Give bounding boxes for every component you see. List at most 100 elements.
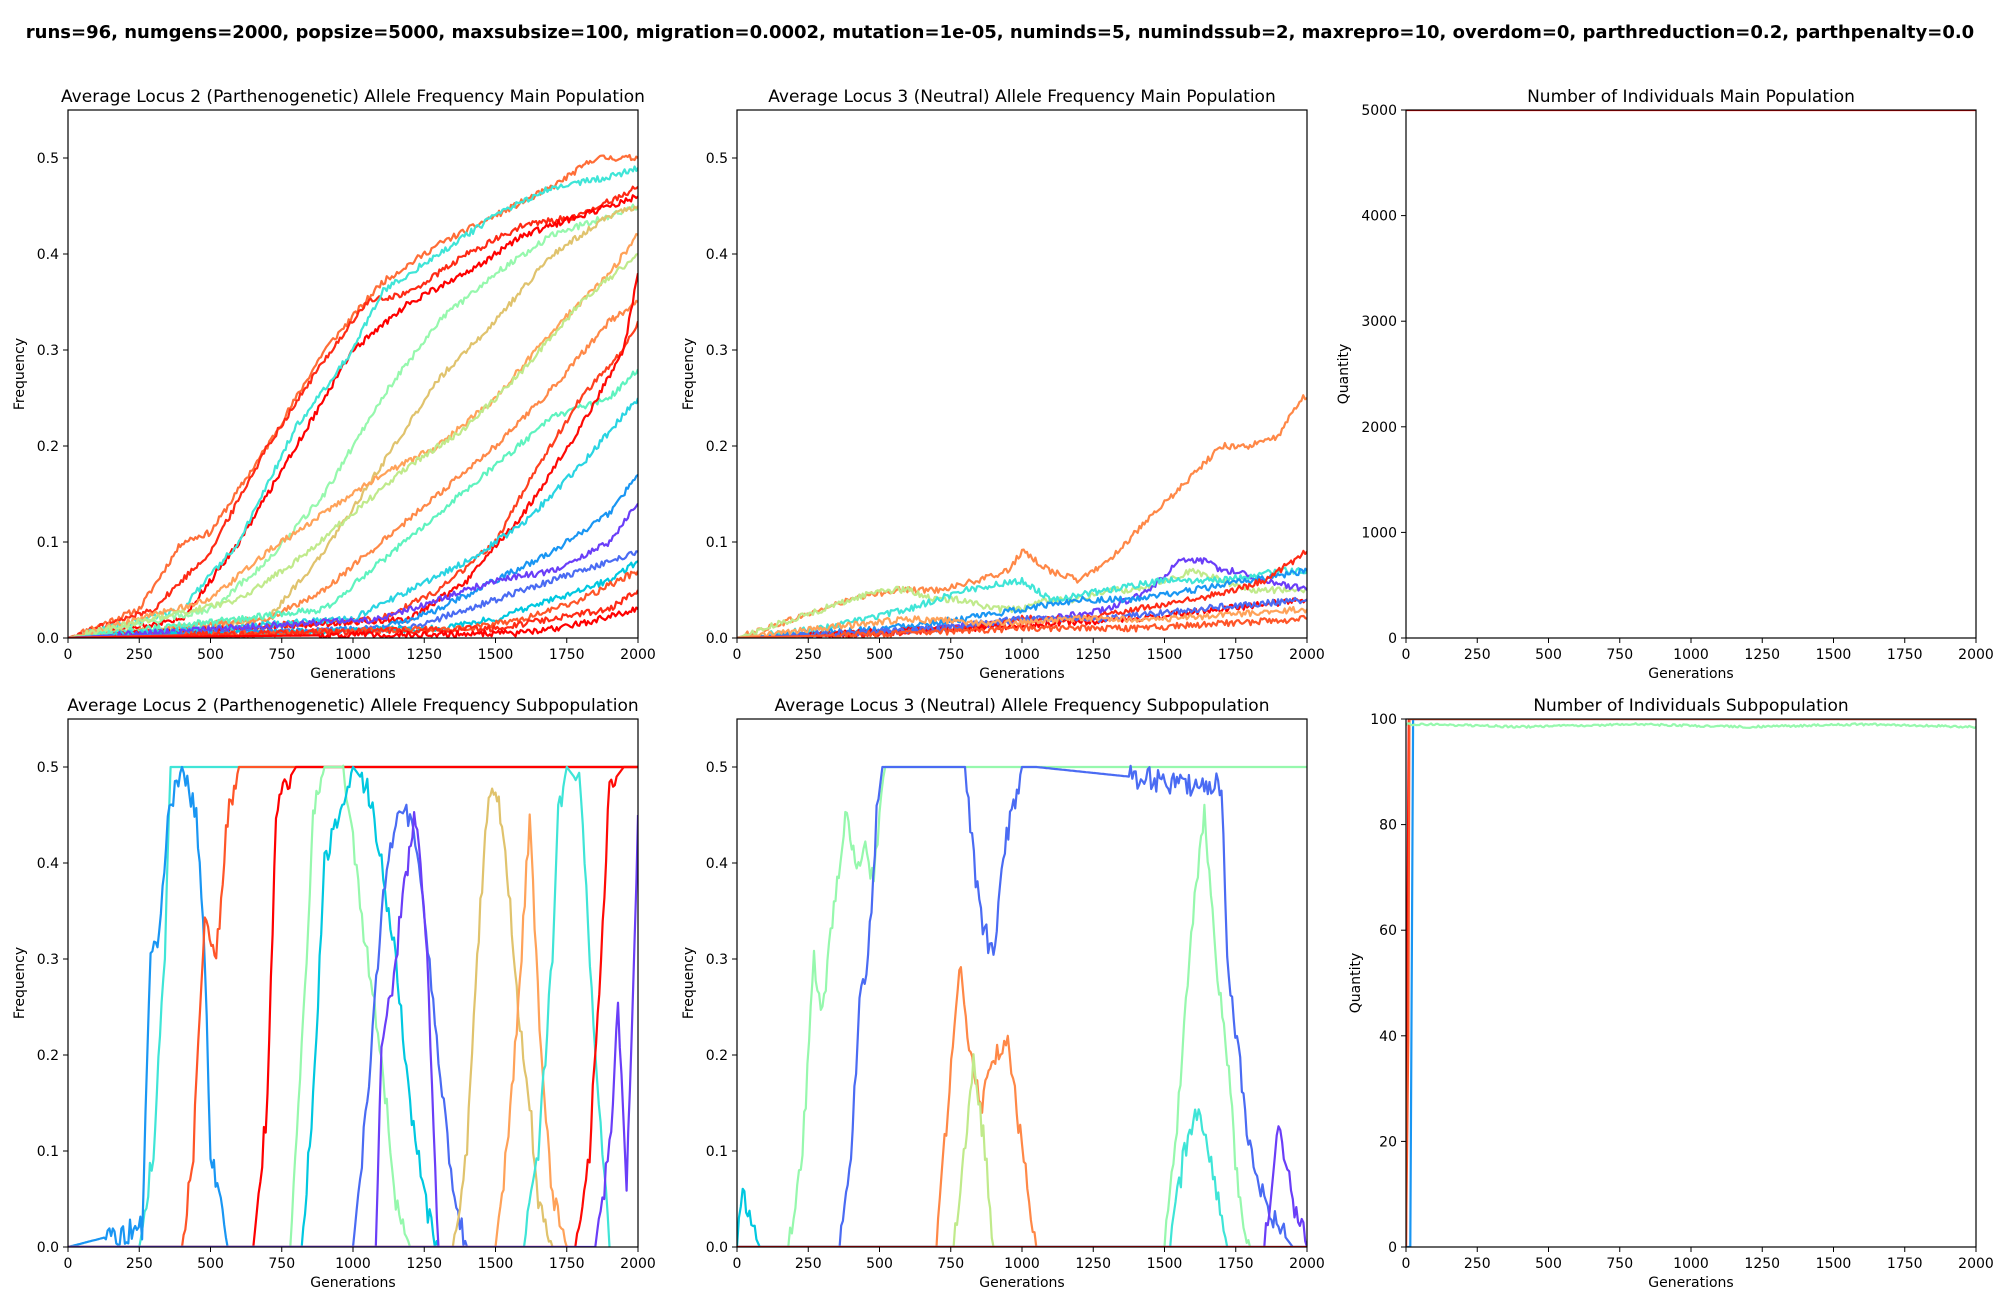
series-line (737, 566, 1307, 638)
x-tick-label: 1750 (549, 1256, 585, 1272)
y-tick-label: 100 (1370, 712, 1397, 728)
y-tick-label: 80 (1379, 818, 1397, 834)
series-line (68, 814, 638, 1247)
series-line (68, 320, 638, 638)
x-tick-label: 2000 (620, 1256, 656, 1272)
series-line (737, 803, 1252, 1247)
chart-panel: 0 250 500 750 1000 1250 1500 1750 2000 0.0 0.1 0.2 0… (12, 87, 656, 682)
y-tick-label: 1000 (1361, 525, 1397, 541)
x-tick-label: 1000 (1004, 647, 1040, 663)
x-tick-label: 250 (1464, 1256, 1491, 1272)
series-group (737, 394, 1307, 638)
chart-title: Average Locus 3 (Neutral) Allele Frequen… (775, 696, 1270, 716)
x-tick-label: 0 (64, 1256, 73, 1272)
y-tick-label: 0.2 (706, 439, 728, 455)
y-tick-label: 0.0 (37, 1240, 59, 1256)
series-line (68, 502, 638, 638)
series-group (68, 153, 638, 638)
series-line (737, 605, 1307, 638)
x-tick-label: 1000 (335, 647, 371, 663)
series-line (68, 252, 638, 638)
x-axis-label: Generations (310, 1275, 395, 1291)
series-group (1406, 719, 1976, 1247)
x-tick-label: 1250 (1075, 1256, 1111, 1272)
y-tick-label: 40 (1379, 1029, 1397, 1045)
x-tick-label: 2000 (1289, 647, 1325, 663)
x-tick-label: 1750 (1218, 647, 1254, 663)
series-line (1406, 719, 1976, 1247)
x-tick-label: 500 (866, 647, 893, 663)
chart-title: Average Locus 2 (Parthenogenetic) Allele… (61, 87, 645, 107)
x-tick-label: 500 (1535, 647, 1562, 663)
x-axis-label: Generations (979, 1275, 1064, 1291)
series-line (1406, 719, 1976, 1247)
series-line (1406, 719, 1976, 1247)
x-tick-label: 0 (733, 1256, 742, 1272)
x-tick-label: 500 (866, 1256, 893, 1272)
x-tick-label: 250 (126, 1256, 153, 1272)
x-tick-label: 500 (197, 1256, 224, 1272)
y-axis-label: Frequency (681, 338, 697, 410)
x-tick-label: 0 (733, 647, 742, 663)
x-axis-label: Generations (310, 666, 395, 682)
y-tick-label: 0.4 (37, 247, 59, 263)
series-line (68, 764, 412, 1247)
series-line (737, 966, 1038, 1247)
chart-title: Number of Individuals Main Population (1527, 87, 1855, 107)
series-line (737, 394, 1307, 638)
plot-frame (67, 718, 639, 1248)
y-tick-label: 0.1 (706, 1144, 728, 1160)
series-line (68, 205, 638, 638)
x-tick-label: 750 (268, 647, 295, 663)
y-tick-label: 0.3 (706, 343, 728, 359)
y-tick-label: 0.1 (37, 1144, 59, 1160)
x-tick-label: 1000 (1673, 647, 1709, 663)
x-tick-label: 500 (197, 647, 224, 663)
plot-frame (736, 109, 1308, 639)
x-tick-label: 250 (1464, 647, 1491, 663)
x-tick-label: 1750 (1887, 1256, 1923, 1272)
x-tick-label: 1000 (335, 1256, 371, 1272)
y-tick-label: 0 (1388, 631, 1397, 647)
y-tick-label: 0.2 (37, 1048, 59, 1064)
y-tick-label: 0.5 (706, 151, 728, 167)
chart-title: Number of Individuals Subpopulation (1533, 696, 1848, 716)
x-tick-label: 1000 (1004, 1256, 1040, 1272)
x-tick-label: 2000 (1958, 1256, 1994, 1272)
x-tick-label: 1500 (478, 647, 514, 663)
y-tick-label: 0.2 (706, 1048, 728, 1064)
x-tick-label: 750 (1606, 647, 1633, 663)
x-tick-label: 1500 (478, 1256, 514, 1272)
series-line (68, 765, 229, 1247)
y-axis-label: Frequency (12, 947, 28, 1019)
x-tick-label: 250 (126, 647, 153, 663)
x-tick-label: 1750 (1887, 647, 1923, 663)
y-tick-label: 0.1 (706, 535, 728, 551)
y-tick-label: 0.4 (37, 856, 59, 872)
series-line (68, 203, 638, 638)
y-tick-label: 0.4 (706, 856, 728, 872)
y-tick-label: 0.2 (37, 439, 59, 455)
x-tick-label: 750 (937, 1256, 964, 1272)
x-tick-label: 2000 (1289, 1256, 1325, 1272)
chart-panel: 0 250 500 750 1000 1250 1500 1750 2000 0 20 40 60 80 1… (1348, 696, 1994, 1291)
y-tick-label: 0.5 (37, 760, 59, 776)
series-line (1406, 722, 1976, 729)
series-line (737, 614, 1307, 638)
y-tick-label: 0 (1388, 1240, 1397, 1256)
x-axis-label: Generations (1648, 666, 1733, 682)
x-tick-label: 750 (937, 647, 964, 663)
y-tick-label: 5000 (1361, 103, 1397, 119)
x-tick-label: 0 (1402, 1256, 1411, 1272)
y-tick-label: 0.0 (37, 631, 59, 647)
y-tick-label: 20 (1379, 1134, 1397, 1150)
series-line (737, 1053, 995, 1247)
series-line (737, 567, 1307, 638)
y-axis-label: Frequency (681, 947, 697, 1019)
x-tick-label: 1500 (1816, 1256, 1852, 1272)
x-tick-label: 1750 (549, 647, 585, 663)
x-tick-label: 1250 (406, 1256, 442, 1272)
series-line (68, 811, 440, 1247)
series-line (68, 153, 638, 638)
